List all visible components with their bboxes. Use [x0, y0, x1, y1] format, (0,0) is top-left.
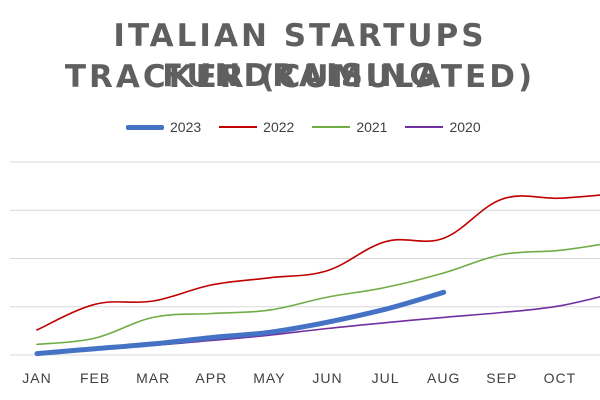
legend-item-2020: 2020	[405, 119, 481, 135]
legend-label-2022: 2022	[263, 119, 295, 135]
legend-swatch-2022	[219, 126, 258, 128]
legend-label-2021: 2021	[356, 119, 388, 135]
chart-series	[34, 194, 600, 357]
legend-swatch-2021	[312, 126, 351, 128]
x-tick-label: MAY	[253, 370, 285, 386]
x-tick-label: JAN	[22, 370, 51, 386]
legend-item-2022: 2022	[219, 119, 294, 135]
chart-legend: 2023 2022 2021 2020	[126, 117, 499, 137]
series-line-2023	[34, 289, 447, 357]
chart-title-line-1: ITALIAN STARTUPS FUNDRAISING	[113, 18, 487, 94]
x-tick-label: FEB	[80, 370, 110, 386]
x-tick-label: MAR	[136, 370, 170, 386]
x-tick-label: SEP	[486, 370, 517, 386]
legend-label-2023: 2023	[170, 119, 202, 135]
legend-swatch-2023	[126, 124, 164, 130]
legend-label-2020: 2020	[449, 119, 481, 135]
series-line-2021	[36, 243, 600, 346]
chart-title-line-2: TRACKER (CUMULATED)	[64, 59, 536, 95]
series-line-2022	[36, 194, 600, 331]
x-tick-label: OCT	[544, 370, 577, 386]
x-tick-label: JUN	[312, 370, 342, 386]
x-tick-label: JUL	[372, 370, 400, 386]
chart-grid	[10, 161, 600, 356]
legend-item-2023: 2023	[126, 119, 201, 135]
legend-swatch-2020	[405, 126, 444, 128]
x-tick-label: AUG	[427, 370, 460, 386]
x-tick-label: APR	[195, 370, 227, 386]
legend-item-2021: 2021	[312, 119, 387, 135]
x-axis-ticks: JANFEBMARAPRMAYJUNJULAUGSEPOCTNOV	[22, 370, 577, 386]
